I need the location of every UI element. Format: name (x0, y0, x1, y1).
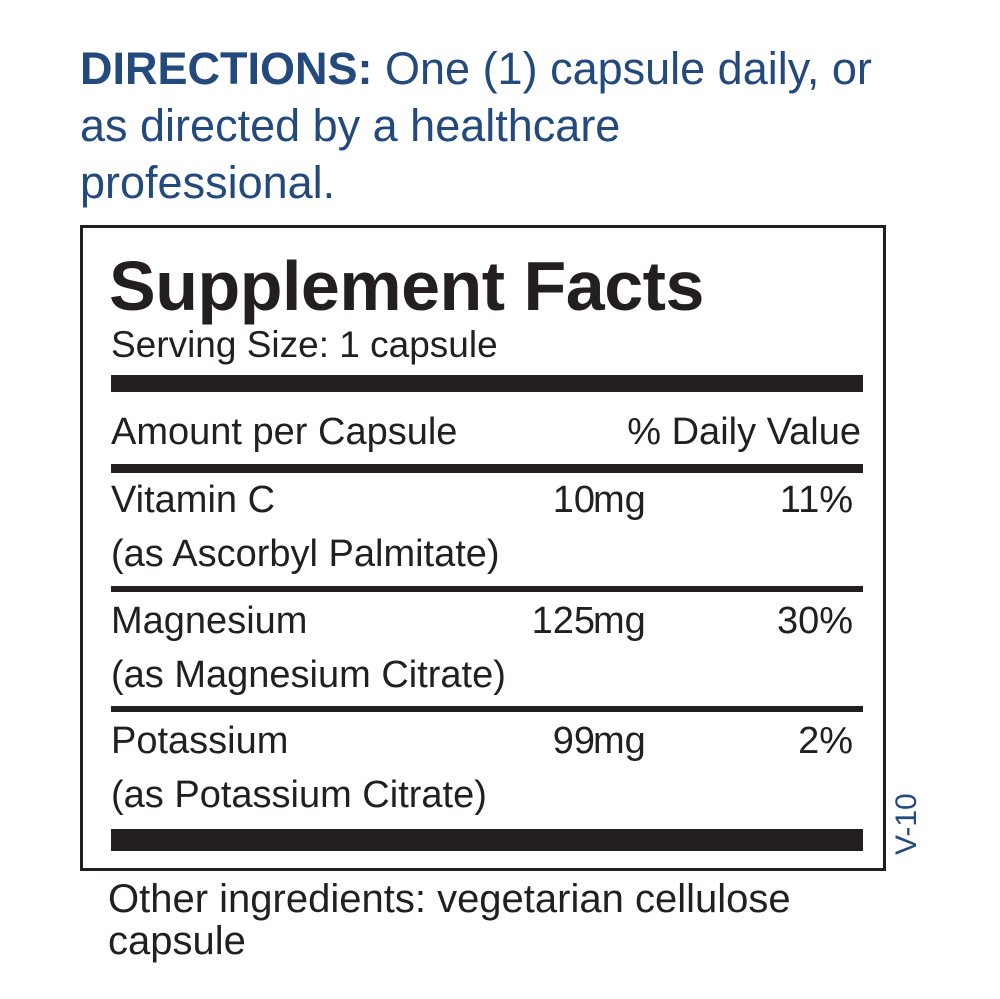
supplement-facts-panel: Supplement Facts Serving Size: 1 capsule… (80, 225, 886, 871)
nutrient-dv: 2% (798, 720, 853, 762)
panel-title: Supplement Facts (109, 247, 704, 325)
directions-text: One (1) capsule daily, or as directed by… (80, 43, 872, 208)
thick-divider (111, 829, 863, 851)
nutrient-unit: mg (593, 479, 646, 521)
directions: DIRECTIONS: One (1) capsule daily, or as… (80, 40, 880, 211)
nutrient-source: (as Potassium Citrate) (111, 774, 487, 816)
directions-label: DIRECTIONS: (80, 43, 373, 94)
medium-divider (111, 464, 863, 473)
nutrient-name: Vitamin C (111, 479, 276, 521)
nutrient-name: Potassium (111, 720, 289, 762)
header-daily-value: % Daily Value (627, 411, 861, 453)
nutrient-source: (as Magnesium Citrate) (111, 654, 506, 696)
nutrient-amount: 99 (552, 720, 595, 762)
thin-divider (111, 586, 863, 592)
nutrient-dv: 30% (776, 600, 853, 642)
serving-size: Serving Size: 1 capsule (111, 324, 498, 365)
nutrient-dv: 11% (779, 479, 853, 521)
nutrient-name: Magnesium (111, 600, 308, 642)
nutrient-unit: mg (593, 600, 646, 642)
thick-divider (111, 375, 863, 392)
version-code: V-10 (890, 793, 923, 855)
nutrient-source: (as Ascorbyl Palmitate) (111, 533, 500, 575)
nutrient-amount: 125 (531, 600, 595, 642)
thin-divider (111, 706, 863, 712)
header-amount: Amount per Capsule (111, 411, 458, 453)
nutrient-amount: 10 (552, 479, 595, 521)
nutrient-unit: mg (593, 720, 646, 762)
other-ingredients: Other ingredients: vegetarian cellulose … (108, 877, 791, 963)
